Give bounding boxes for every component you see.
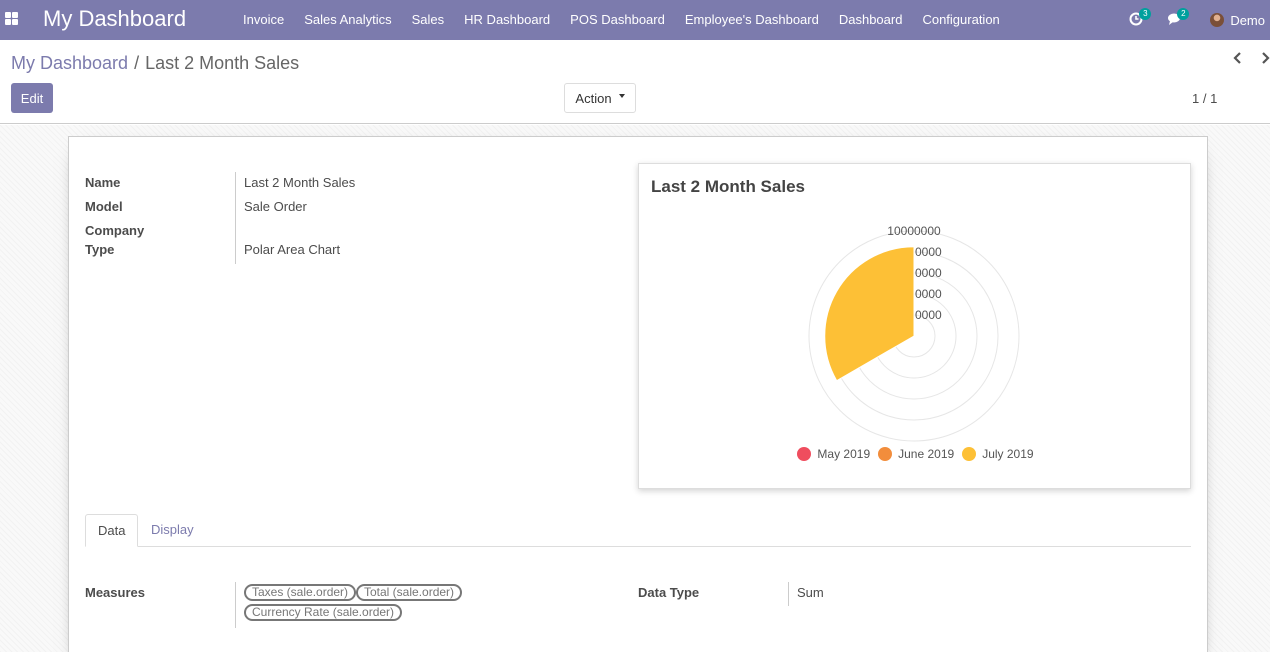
measures-label: Measures (85, 585, 145, 600)
notebook-tabs: Data Display (85, 514, 1191, 547)
chart-card: Last 2 Month Sales 10000000 0000 0000 0000 0… (638, 163, 1191, 489)
user-name: Demo (1230, 12, 1265, 28)
breadcrumb: My Dashboard / Last 2 Month Sales (11, 53, 299, 74)
menu-item-sales-analytics[interactable]: Sales Analytics (304, 12, 392, 27)
tab-display[interactable]: Display (151, 522, 194, 537)
legend-label: June 2019 (898, 447, 955, 461)
legend-label: July 2019 (982, 447, 1034, 461)
breadcrumb-current: Last 2 Month Sales (145, 53, 300, 73)
activity-count-badge: 3 (1139, 8, 1152, 20)
activity-button[interactable]: 3 (1119, 0, 1157, 40)
field-separator (788, 582, 789, 606)
chart-legend: May 2019 June 2019 July 2019 (639, 447, 1192, 461)
name-label: Name (85, 175, 121, 190)
company-label: Company (85, 223, 145, 238)
message-count-badge: 2 (1177, 8, 1190, 20)
breadcrumb-separator: / (134, 53, 140, 73)
top-navbar: My Dashboard Invoice Sales Analytics Sal… (0, 0, 1270, 40)
systray: 3 2 Demo (1119, 0, 1270, 40)
messages-button[interactable]: 2 (1157, 0, 1195, 40)
edit-button[interactable]: Edit (11, 83, 53, 113)
action-label: Action (575, 90, 612, 106)
menu-item-invoice[interactable]: Invoice (243, 12, 285, 27)
pager-value[interactable]: 1 / 1 (1192, 91, 1218, 106)
action-dropdown-button[interactable]: Action (564, 83, 636, 113)
caret-down-icon (618, 94, 625, 98)
app-brand-title[interactable]: My Dashboard (43, 6, 187, 31)
type-value: Polar Area Chart (244, 242, 341, 257)
breadcrumb-parent-link[interactable]: My Dashboard (11, 53, 129, 73)
model-label: Model (85, 199, 123, 214)
legend-label: May 2019 (817, 447, 871, 461)
legend-dot (962, 447, 977, 461)
main-menu: Invoice Sales Analytics Sales HR Dashboa… (233, 0, 1010, 40)
r-tick-label: 0000 (915, 245, 942, 259)
measure-tag[interactable]: Total (sale.order) (356, 584, 463, 601)
polar-slice (824, 246, 915, 382)
measure-tag[interactable]: Currency Rate (sale.order) (244, 604, 403, 621)
measure-tag[interactable]: Taxes (sale.order) (244, 584, 357, 601)
menu-item-configuration[interactable]: Configuration (922, 12, 1000, 27)
data-type-value[interactable]: Sum (797, 585, 824, 600)
model-value: Sale Order (244, 199, 307, 214)
field-separator (235, 172, 236, 264)
tab-data[interactable]: Data (85, 514, 139, 547)
chevron-left-icon[interactable] (1232, 50, 1244, 66)
legend-item[interactable]: June 2019 (878, 447, 954, 461)
field-separator (235, 582, 236, 628)
r-tick-label: 0000 (915, 287, 942, 301)
chevron-right-icon[interactable] (1259, 50, 1270, 66)
data-type-label: Data Type (638, 585, 700, 600)
type-label: Type (85, 242, 115, 257)
control-panel: My Dashboard / Last 2 Month Sales Edit Act… (0, 40, 1270, 124)
r-tick-label: 0000 (915, 266, 942, 280)
menu-item-employees-dashboard[interactable]: Employee's Dashboard (684, 12, 819, 27)
chart-title: Last 2 Month Sales (651, 177, 805, 196)
legend-dot (878, 447, 893, 461)
legend-dot (797, 447, 812, 461)
name-value: Last 2 Month Sales (244, 175, 356, 190)
grid-ring (808, 230, 1020, 442)
menu-item-dashboard[interactable]: Dashboard (838, 12, 903, 27)
user-menu[interactable]: Demo (1195, 0, 1270, 40)
legend-item[interactable]: May 2019 (797, 447, 870, 461)
legend-item[interactable]: July 2019 (962, 447, 1034, 461)
menu-item-sales[interactable]: Sales (411, 12, 445, 27)
r-tick-label: 0000 (915, 308, 942, 322)
r-tick-label: 10000000 (887, 224, 941, 238)
polar-area-chart: 10000000 0000 0000 0000 0000 (808, 224, 1020, 442)
apps-menu-icon[interactable] (5, 12, 18, 25)
menu-item-pos-dashboard[interactable]: POS Dashboard (570, 12, 665, 27)
avatar (1210, 13, 1225, 27)
menu-item-hr-dashboard[interactable]: HR Dashboard (464, 12, 551, 27)
